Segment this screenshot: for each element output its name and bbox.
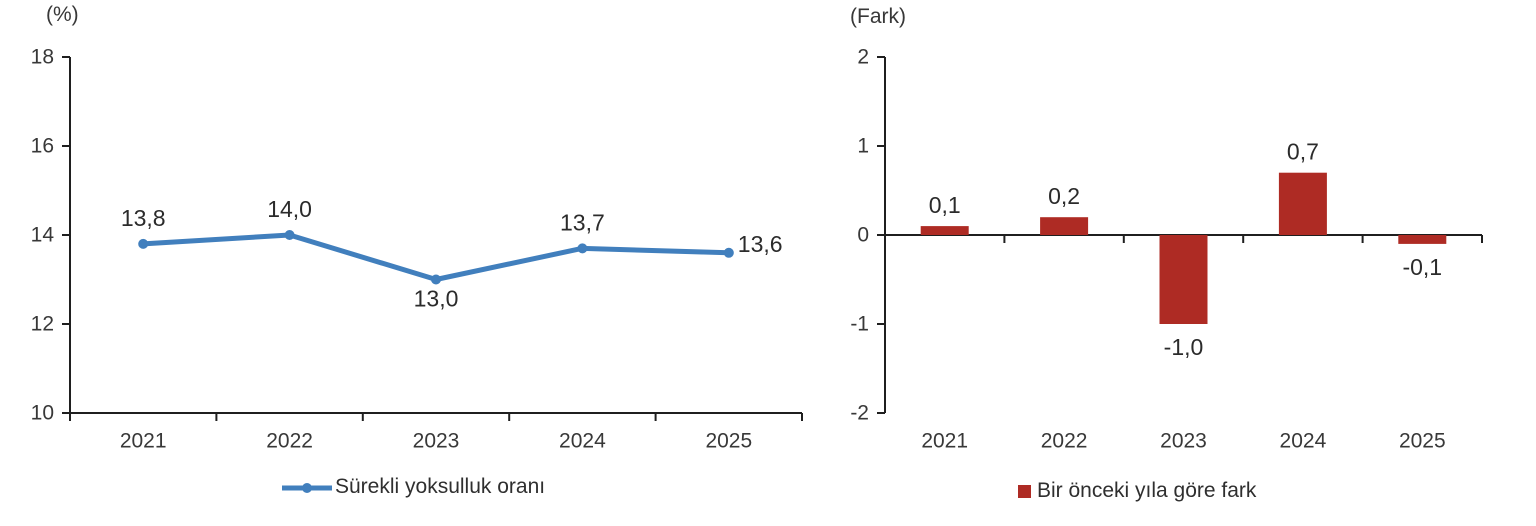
x-tick-label: 2024 — [559, 430, 606, 453]
data-label: 0,2 — [1048, 183, 1080, 209]
bar-chart-year-over-year-difference: 2 1 0 -1 -2 2021 2022 2023 2024 2025 0,1 0,2 -1,0 0,7… — [850, 46, 1483, 453]
y-tick-label: 0 — [857, 224, 869, 247]
y-tick-label: -1 — [850, 313, 869, 336]
data-label: 13,0 — [414, 286, 459, 312]
x-tick-label: 2025 — [1399, 430, 1446, 453]
x-tick-label: 2025 — [705, 430, 752, 453]
x-tick-label: 2023 — [1160, 430, 1207, 453]
data-label: 13,7 — [560, 209, 605, 235]
data-label: 13,8 — [121, 205, 166, 231]
y-tick-label: 10 — [31, 402, 54, 425]
y-tick-label: 2 — [857, 46, 869, 69]
x-tick-label: 2022 — [1041, 430, 1088, 453]
data-point-marker — [431, 274, 441, 285]
line-series-legend-icon — [282, 482, 332, 493]
y-axis-unit-label-fark: (Fark) — [850, 5, 906, 28]
x-tick-label: 2023 — [413, 430, 460, 453]
bar — [1159, 235, 1208, 324]
data-line — [143, 232, 729, 282]
y-tick-label: 12 — [31, 313, 54, 336]
legend-label-line: Sürekli yoksulluk oranı — [335, 475, 546, 498]
legend-bar-chart: Bir önceki yıla göre fark — [1018, 479, 1256, 503]
x-tick-label: 2024 — [1280, 430, 1327, 453]
bar — [1398, 235, 1447, 244]
data-label: 0,7 — [1287, 139, 1319, 165]
legend-label-bar: Bir önceki yıla göre fark — [1037, 479, 1257, 502]
data-point-marker — [284, 230, 295, 240]
bar — [1040, 217, 1089, 235]
bar — [1278, 172, 1327, 235]
data-label: -1,0 — [1164, 334, 1204, 360]
x-tick-label: 2021 — [120, 430, 167, 453]
legend-line-chart: Sürekli yoksulluk oranı — [281, 475, 545, 499]
data-label: -0,1 — [1402, 254, 1442, 280]
data-point-marker — [577, 243, 588, 254]
data-label: 14,0 — [267, 196, 312, 222]
x-tick-label: 2022 — [266, 430, 313, 453]
y-tick-label: 1 — [857, 135, 869, 158]
data-point-marker — [138, 238, 149, 249]
bar — [920, 226, 969, 235]
bar-series-legend-icon — [1018, 484, 1031, 498]
x-tick-label: 2021 — [921, 430, 968, 453]
y-tick-label: 18 — [31, 46, 54, 69]
y-tick-label: -2 — [850, 402, 869, 425]
y-axis-unit-label-percent: (%) — [46, 3, 79, 26]
data-label: 13,6 — [738, 231, 783, 257]
data-point-marker — [723, 247, 734, 258]
data-label: 0,1 — [929, 192, 961, 218]
y-tick-label: 14 — [31, 224, 55, 247]
line-chart-persistent-poverty-rate: 18 16 14 12 10 2021 2022 2023 2024 2025 13,8 14,0 13… — [31, 46, 803, 453]
y-tick-label: 16 — [31, 135, 54, 158]
